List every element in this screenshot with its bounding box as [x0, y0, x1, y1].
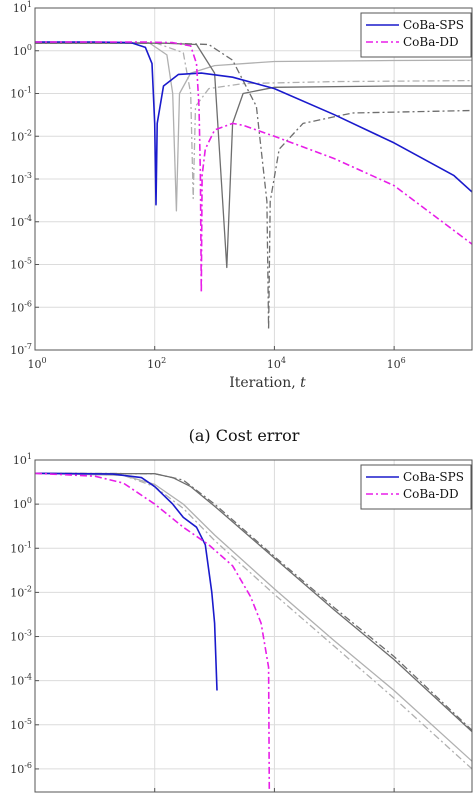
y-tick-label: 10-3: [10, 629, 32, 644]
series-line-coba-sps: [35, 41, 472, 206]
y-tick-label: 10-6: [10, 299, 32, 314]
chart-cost-error: 10-7 10-6 10-5 10-4 10-3 10-2 10-1 100 101 100 102…: [10, 0, 473, 391]
series-line-coba-sps: [35, 472, 218, 691]
series-line-grey-2: [35, 472, 472, 762]
series-line-grey-5: [35, 42, 472, 331]
y-tick-label: 10-1: [10, 86, 32, 101]
y-tick-label: 101: [13, 452, 32, 467]
y-tick-label: 10-7: [10, 342, 32, 357]
series-line-grey-2: [35, 41, 472, 212]
series-line-grey-3: [35, 472, 472, 770]
legend-label-coba-dd: CoBa-DD: [403, 487, 459, 501]
y-tick-label: 10-2: [10, 128, 32, 143]
chart-second: 10-610-510-410-310-210-1100101CoBa-SPSCo…: [10, 452, 473, 793]
legend-box: [360, 464, 472, 510]
y-tick-label: 100: [13, 496, 32, 511]
y-tick-label: 10-5: [10, 717, 32, 732]
legend-label-coba-sps: CoBa-SPS: [403, 470, 464, 484]
caption-cost-error: (a) Cost error: [189, 426, 300, 445]
y-tick-label: 10-3: [10, 171, 32, 186]
y-tick-label: 10-4: [10, 673, 32, 688]
x-tick-label: 104: [267, 356, 286, 371]
y-tick-label: 101: [13, 0, 32, 15]
y-tick-label: 100: [13, 43, 32, 58]
legend-box: [360, 12, 472, 58]
series-line-coba-dd: [35, 472, 271, 792]
legend-label-coba-dd: CoBa-DD: [403, 35, 459, 49]
x-tick-label: 106: [387, 356, 406, 371]
legend-label-coba-sps: CoBa-SPS: [403, 18, 464, 32]
x-axis-label: Iteration, t: [229, 375, 306, 391]
legend: CoBa-SPS CoBa-DD: [360, 12, 472, 58]
series-line-grey-3: [35, 41, 472, 200]
y-tick-label: 10-4: [10, 214, 32, 229]
y-tick-label: 10-2: [10, 584, 32, 599]
y-tick-label: 10-5: [10, 257, 32, 272]
x-tick-label: 102: [147, 356, 166, 371]
y-tick-label: 10-6: [10, 761, 32, 776]
legend: CoBa-SPS CoBa-DD: [360, 464, 472, 510]
plot-frame: [34, 459, 473, 793]
x-tick-label: 100: [27, 356, 46, 371]
plot-area: [35, 460, 472, 792]
series-line-grey-5: [35, 472, 472, 731]
series-line-coba-dd: [35, 41, 472, 294]
y-tick-label: 10-1: [10, 540, 32, 555]
